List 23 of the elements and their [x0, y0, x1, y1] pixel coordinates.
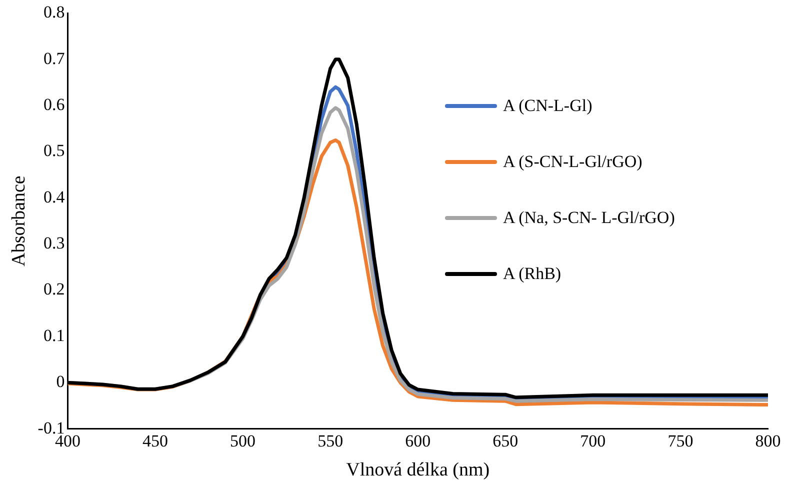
y-tick-label: 0 [56, 372, 65, 392]
x-tick-label: 500 [230, 431, 256, 450]
x-tick-label: 450 [142, 431, 168, 450]
y-tick-label: 0.3 [43, 234, 65, 253]
x-axis-title: Vlnová délka (nm) [346, 460, 490, 481]
x-tick-label: 650 [492, 431, 518, 450]
x-tick-label: 600 [405, 431, 431, 450]
y-tick-label: 0.1 [43, 326, 65, 345]
x-tick-label: 750 [668, 431, 694, 450]
legend-label: A (S-CN-L-Gl/rGO) [503, 152, 642, 172]
y-tick-label: 0.8 [43, 2, 65, 22]
y-tick-label: 0.2 [43, 280, 65, 299]
x-tick-label: 550 [318, 431, 344, 450]
y-tick-label: 0.7 [43, 48, 66, 68]
legend-label: A (RhB) [503, 264, 562, 284]
x-tick-label: 700 [580, 431, 606, 450]
legend-label: A (Na, S-CN- L-Gl/rGO) [503, 208, 675, 228]
y-axis-title: Absorbance [8, 176, 30, 266]
legend-label: A (CN-L-Gl) [503, 96, 592, 116]
y-tick-label: 0.5 [43, 141, 65, 160]
y-tick-label: 0.6 [43, 95, 65, 114]
y-tick-label: 0.4 [43, 187, 66, 206]
x-tick-label: 800 [755, 431, 781, 450]
